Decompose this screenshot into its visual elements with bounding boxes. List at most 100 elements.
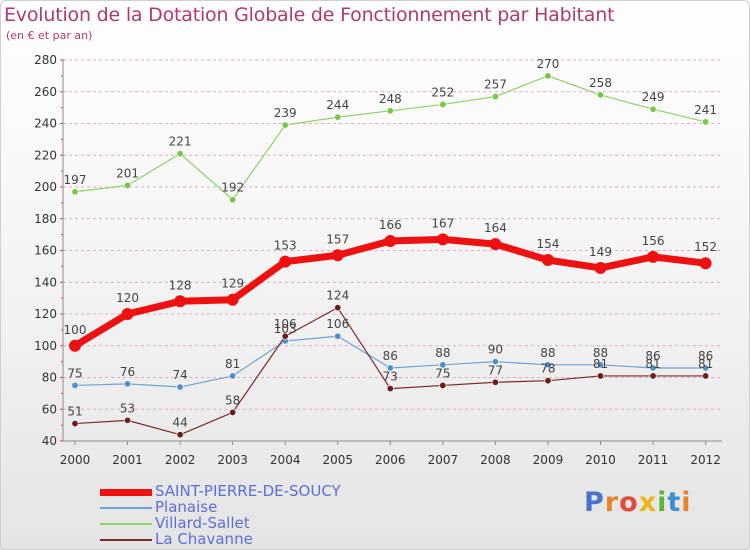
data-label: 103 [274, 322, 297, 336]
x-tick-label: 2004 [270, 453, 301, 467]
data-label: 90 [488, 343, 503, 357]
x-tick-label: 2011 [638, 453, 669, 467]
data-label: 197 [64, 173, 87, 187]
y-tick-label: 200 [34, 180, 57, 194]
x-tick-label: 2002 [165, 453, 196, 467]
data-point [176, 431, 184, 439]
data-point [334, 304, 342, 312]
data-point [541, 254, 554, 267]
data-label: 164 [484, 221, 507, 235]
data-point [544, 377, 552, 385]
data-label: 167 [431, 216, 454, 230]
data-point [281, 121, 289, 129]
data-label: 221 [169, 135, 192, 149]
data-label: 252 [431, 85, 454, 99]
data-point [491, 93, 499, 101]
legend-label: SAINT-PIERRE-DE-SOUCY [155, 482, 341, 500]
data-label: 129 [221, 277, 244, 291]
data-label: 156 [642, 234, 665, 248]
data-label: 81 [593, 357, 608, 371]
data-label: 100 [64, 323, 87, 337]
legend-label: Planaise [155, 498, 218, 516]
x-tick-label: 2006 [375, 453, 406, 467]
logo-letter: i [681, 487, 692, 518]
y-tick-label: 80 [42, 371, 57, 385]
data-point [229, 408, 237, 416]
data-point [384, 234, 397, 247]
data-point [702, 364, 710, 372]
data-point [334, 332, 342, 340]
data-point [594, 261, 607, 274]
legend-swatch [100, 488, 152, 496]
x-tick-label: 2010 [585, 453, 616, 467]
data-label: 128 [169, 278, 192, 292]
legend-swatch [100, 523, 152, 525]
data-label: 106 [274, 317, 297, 331]
data-point [489, 238, 502, 251]
data-point [702, 118, 710, 126]
data-point [544, 72, 552, 80]
data-point [699, 257, 712, 270]
data-label: 192 [221, 181, 244, 195]
data-point [439, 381, 447, 389]
data-label: 53 [120, 401, 135, 415]
logo-letter: i [657, 487, 668, 518]
data-point [124, 416, 132, 424]
y-tick-label: 60 [42, 402, 57, 416]
data-label: 86 [698, 349, 713, 363]
data-point [439, 100, 447, 108]
data-point [334, 113, 342, 121]
x-tick-label: 2001 [112, 453, 143, 467]
x-tick-label: 2003 [217, 453, 248, 467]
logo-letter: x [638, 487, 658, 518]
data-label: 248 [379, 92, 402, 106]
y-tick-label: 280 [34, 53, 57, 67]
data-point [176, 150, 184, 158]
logo-letter: P [584, 487, 605, 518]
data-point [281, 332, 289, 340]
y-tick-label: 120 [34, 307, 57, 321]
data-point [544, 361, 552, 369]
proxiti-logo: Proxiti [584, 487, 692, 518]
data-point [279, 255, 292, 268]
data-label: 239 [274, 106, 297, 120]
x-tick-label: 2012 [690, 453, 721, 467]
data-point [491, 378, 499, 386]
data-label: 124 [326, 289, 349, 303]
logo-letter: o [619, 487, 639, 518]
data-label: 120 [116, 291, 139, 305]
logo-letter: t [667, 487, 682, 518]
data-point [596, 91, 604, 99]
data-label: 257 [484, 78, 507, 92]
data-label: 77 [488, 363, 503, 377]
data-point [69, 339, 81, 352]
data-label: 154 [536, 237, 559, 251]
data-label: 73 [383, 370, 398, 384]
y-tick-label: 140 [34, 275, 57, 289]
data-point [649, 364, 657, 372]
y-tick-label: 220 [34, 148, 57, 162]
data-label: 74 [172, 368, 187, 382]
data-label: 88 [540, 346, 555, 360]
y-tick-label: 240 [34, 117, 57, 131]
data-label: 81 [225, 357, 240, 371]
data-label: 241 [694, 103, 717, 117]
data-label: 106 [326, 317, 349, 331]
data-label: 258 [589, 76, 612, 90]
data-point [331, 249, 344, 262]
x-tick-label: 2007 [428, 453, 459, 467]
data-label: 88 [435, 346, 450, 360]
data-point [176, 383, 184, 391]
x-tick-label: 2008 [480, 453, 511, 467]
legend-swatch [100, 507, 152, 509]
data-label: 244 [326, 98, 349, 112]
data-label: 166 [379, 218, 402, 232]
data-point [121, 308, 134, 320]
data-point [229, 196, 237, 204]
x-tick-label: 2009 [533, 453, 564, 467]
data-point [386, 385, 394, 393]
data-label: 86 [645, 349, 660, 363]
legend-label: La Chavanne [155, 530, 253, 548]
y-tick-label: 260 [34, 85, 57, 99]
data-label: 78 [540, 362, 555, 376]
